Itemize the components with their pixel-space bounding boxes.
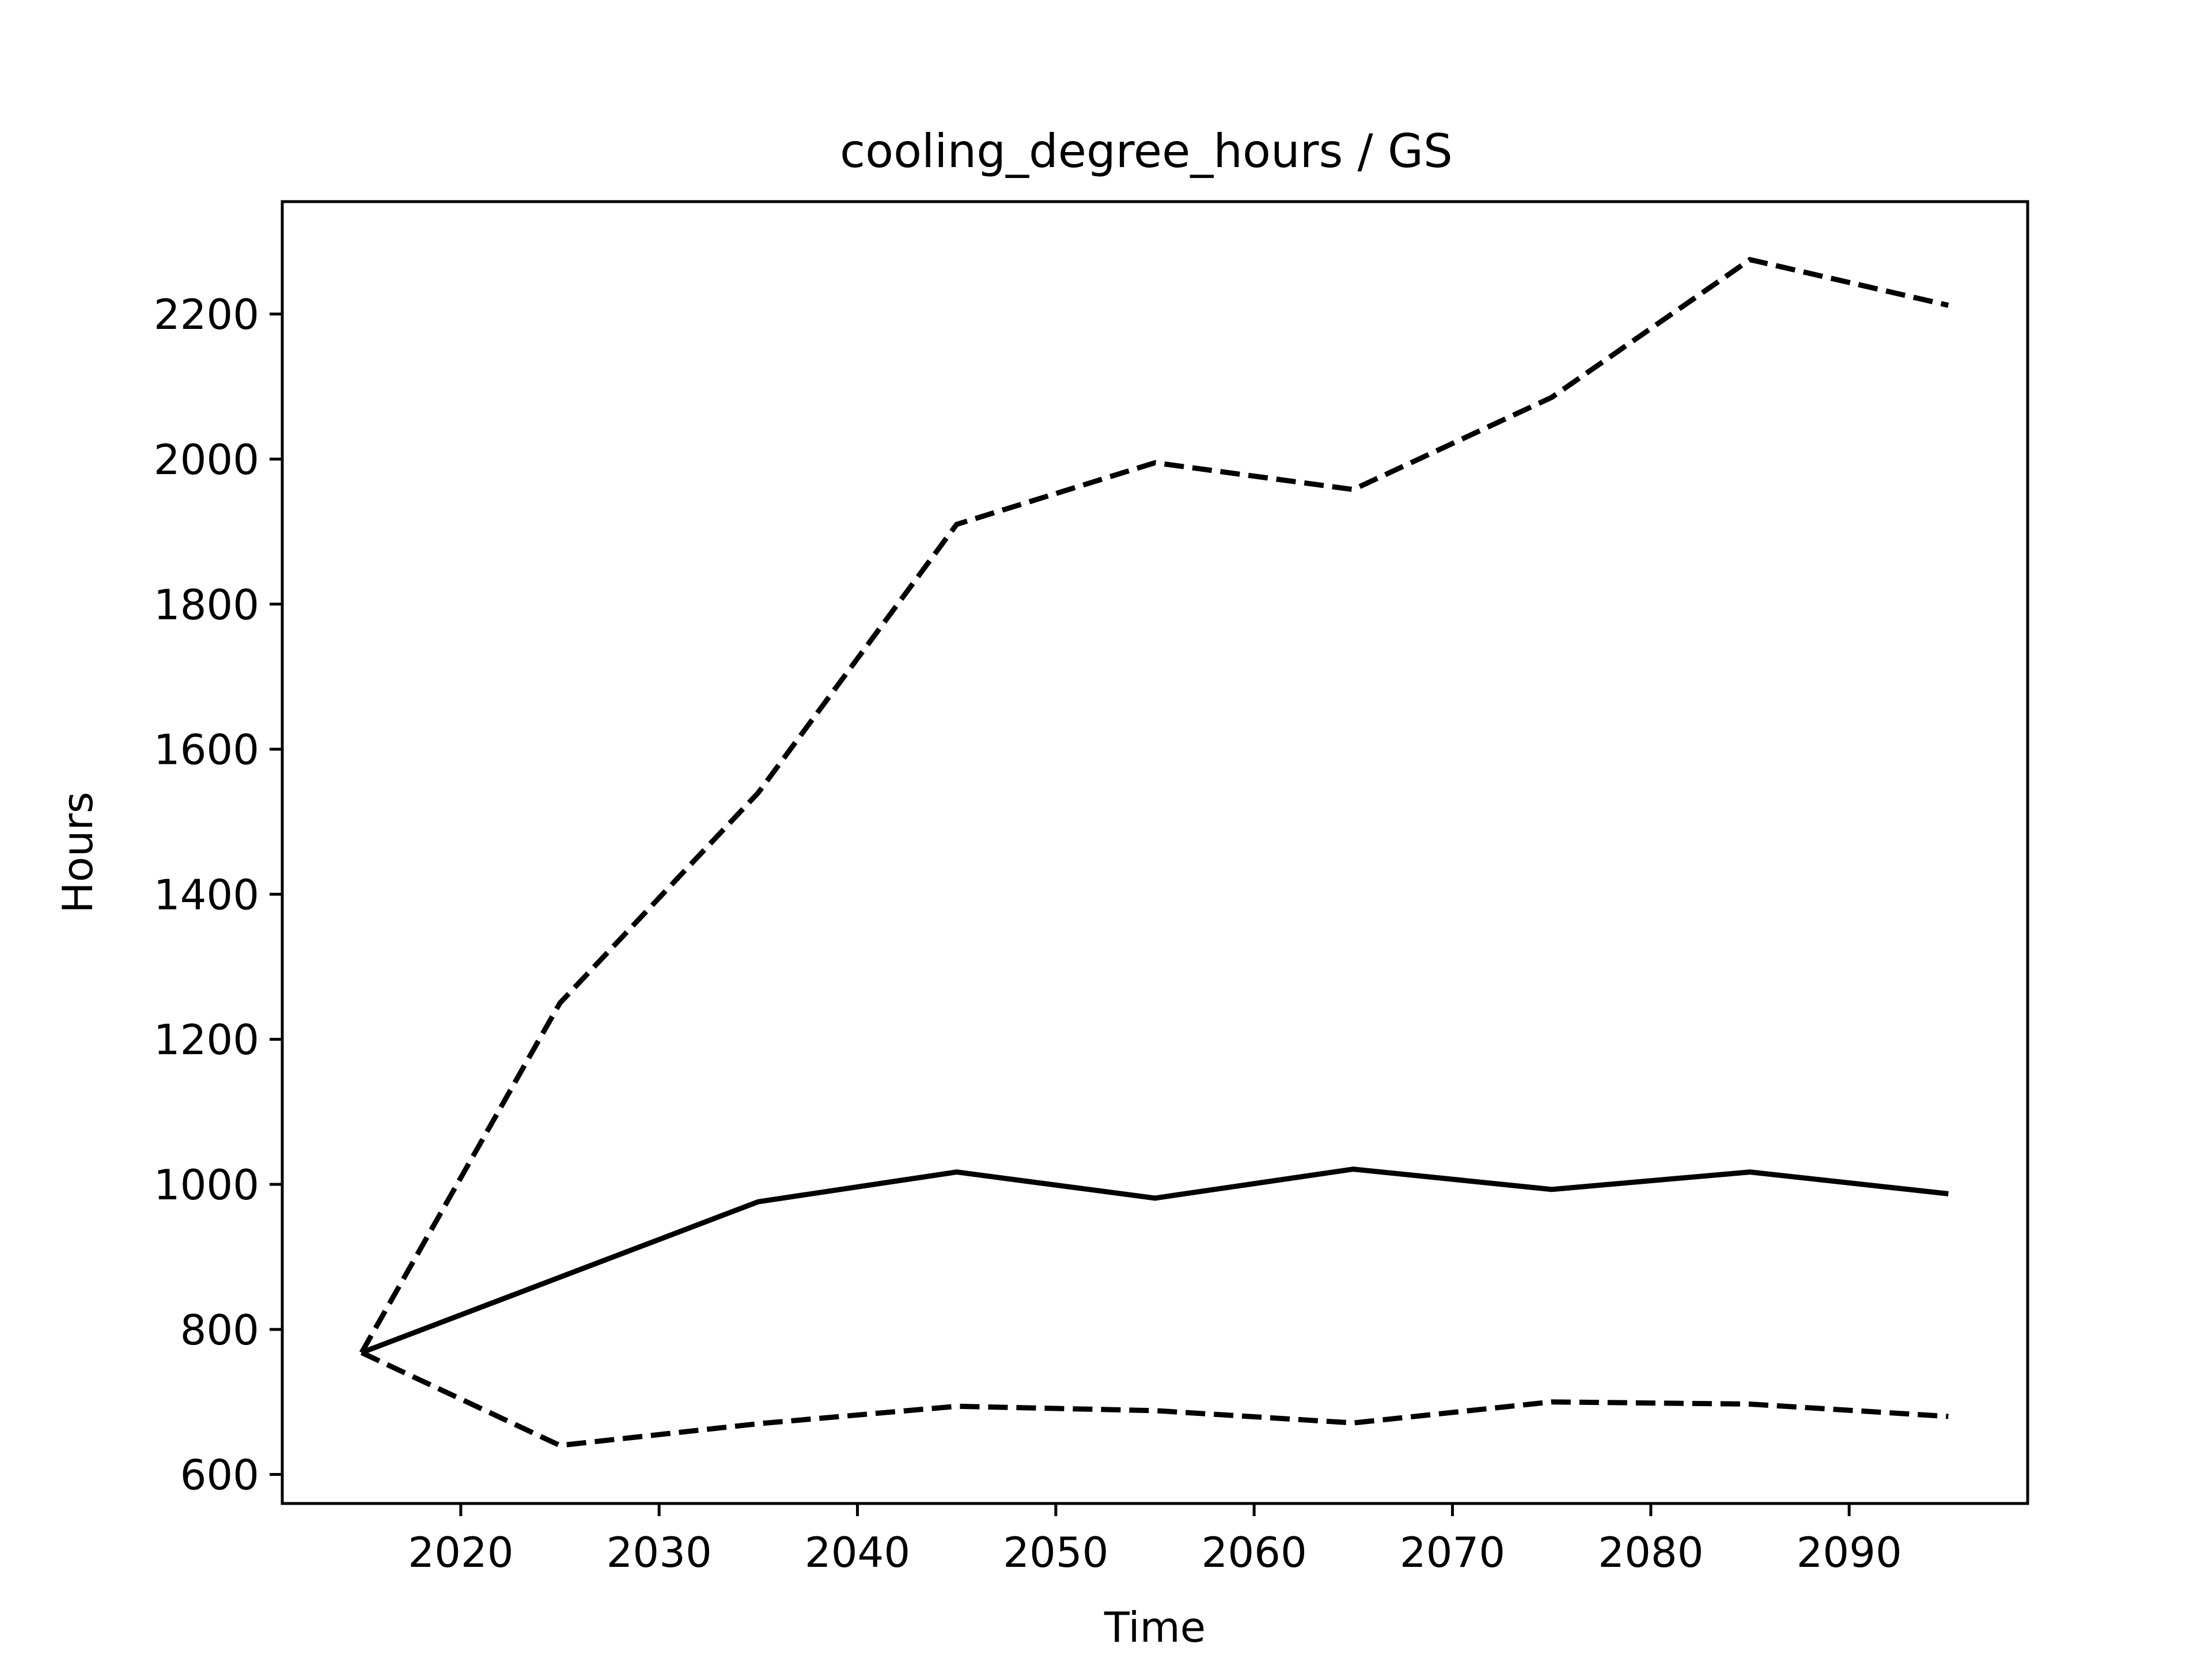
y-tick-label: 2000 [154,435,259,484]
series-line-3 [360,1350,1949,1448]
x-tick-label: 2080 [1598,1528,1703,1577]
y-tick-label: 800 [180,1306,259,1354]
series-line-1 [359,256,1949,1354]
x-tick-label: 2040 [805,1528,910,1577]
x-tick-label: 2090 [1796,1528,1902,1577]
series-line-2 [361,1166,1949,1355]
x-axis: 2020 2030 2040 2050 2060 2070 2080 2090 [408,1503,1902,1577]
x-tick-label: 2070 [1400,1528,1505,1577]
x-tick-label: 2020 [408,1528,513,1577]
x-tick-label: 2030 [607,1528,712,1577]
y-tick-label: 1600 [154,726,259,774]
y-tick-label: 1200 [154,1016,259,1064]
y-tick-label: 600 [180,1451,259,1499]
y-axis: 600 800 1000 1200 1400 1600 1800 2000 2200 [154,290,282,1499]
y-tick-label: 1400 [154,870,259,919]
plot-frame [281,200,2029,1505]
y-axis-label: Hours [54,792,102,914]
x-tick-label: 2050 [1003,1528,1108,1577]
x-axis-label: Time [1104,1603,1206,1652]
y-tick-label: 1800 [154,581,259,629]
chart-title: cooling_degree_hours / GS [840,124,1453,178]
y-tick-label: 1000 [154,1161,259,1209]
x-tick-label: 2060 [1202,1528,1307,1577]
plot-area [359,256,1949,1448]
y-tick-label: 2200 [154,290,259,339]
